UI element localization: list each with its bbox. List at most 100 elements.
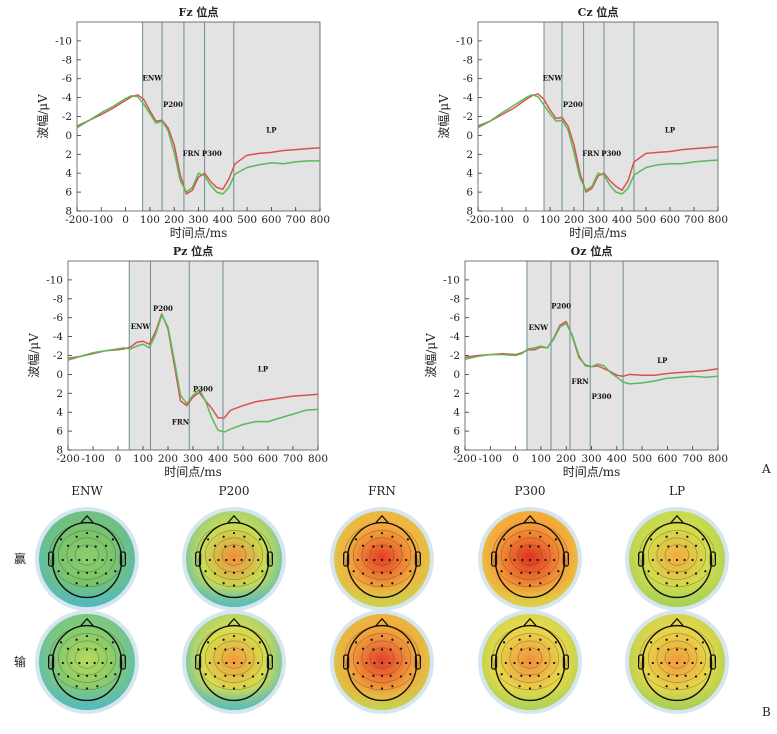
electrode-dot bbox=[85, 545, 89, 548]
electrode-dot bbox=[372, 545, 375, 548]
electrode-dot bbox=[85, 634, 89, 638]
electrode-dot bbox=[686, 638, 689, 641]
y-tick-label: -4 bbox=[62, 92, 73, 104]
x-tick-label: 500 bbox=[237, 214, 257, 226]
electrode-dot bbox=[544, 558, 547, 562]
electrode-dot bbox=[547, 675, 551, 678]
nose-outline bbox=[523, 514, 537, 523]
electrode-dot bbox=[85, 687, 89, 690]
topo-column-label: P200 bbox=[219, 484, 250, 498]
x-tick-label: 600 bbox=[660, 214, 680, 226]
electrode-dot bbox=[694, 544, 698, 547]
electrode-dot bbox=[85, 531, 89, 535]
electrode-dot bbox=[684, 545, 687, 548]
electrode-dot bbox=[224, 648, 227, 651]
electrode-dot bbox=[101, 661, 104, 665]
electrode-dot bbox=[241, 674, 244, 677]
y-tick-label: -10 bbox=[46, 274, 63, 286]
series-line-1 bbox=[76, 94, 320, 195]
electrode-dot bbox=[373, 661, 376, 665]
electrode-dot bbox=[232, 531, 236, 535]
electrode-dot bbox=[694, 647, 698, 650]
head-outline bbox=[51, 521, 123, 599]
x-axis-label: 时间点/ms bbox=[164, 465, 222, 479]
component-label: ENW bbox=[143, 74, 163, 83]
y-tick-label: -4 bbox=[463, 92, 474, 104]
electrode-dot bbox=[557, 673, 560, 676]
electrode-dot bbox=[518, 685, 521, 688]
electrode-dot bbox=[389, 648, 392, 651]
electrode-dot bbox=[391, 638, 394, 641]
y-axis-label: 波幅/μV bbox=[26, 333, 41, 378]
electrode-dot bbox=[222, 638, 225, 641]
electrode-dot bbox=[665, 638, 668, 641]
component-label: FRN bbox=[572, 377, 590, 386]
y-tick-label: 6 bbox=[453, 426, 460, 438]
electrode-dot bbox=[502, 641, 506, 644]
electrode-dot bbox=[380, 687, 384, 690]
topo-map bbox=[330, 507, 434, 611]
x-tick-label: 0 bbox=[115, 453, 122, 465]
erp-chart-3: -10 -8 -6 -4 -2 0 2 4 6 8-200 -100 0 100 200 300 400 500… bbox=[423, 244, 728, 479]
x-tick-label: 400 bbox=[612, 214, 632, 226]
electrode-dot bbox=[232, 648, 236, 651]
electrode-dot bbox=[389, 674, 392, 677]
electrode-dot bbox=[232, 674, 236, 677]
x-tick-label: 100 bbox=[140, 214, 160, 226]
y-tick-label: -8 bbox=[62, 54, 72, 66]
electrode-dot bbox=[352, 570, 355, 573]
y-tick-label: 4 bbox=[65, 168, 72, 180]
electrode-dot bbox=[77, 648, 80, 651]
electrode-dot bbox=[668, 661, 671, 665]
electrode-dot bbox=[554, 641, 558, 644]
electrode-dot bbox=[208, 661, 211, 665]
electrode-dot bbox=[513, 661, 516, 665]
x-axis-label: 时间点/ms bbox=[563, 465, 621, 479]
x-tick-label: -100 bbox=[90, 214, 114, 226]
electrode-dot bbox=[380, 545, 384, 548]
component-label: LP bbox=[657, 356, 668, 365]
x-tick-label: 800 bbox=[308, 453, 328, 465]
electrode-dot bbox=[539, 638, 542, 641]
electrode-dot bbox=[354, 641, 358, 644]
electrode-dot bbox=[243, 638, 246, 641]
contour-line bbox=[647, 530, 707, 580]
electrode-dot bbox=[240, 661, 243, 665]
x-tick-label: -100 bbox=[479, 453, 503, 465]
electrode-dot bbox=[547, 572, 551, 575]
electrode-dot bbox=[361, 675, 365, 678]
electrode-dot bbox=[372, 571, 375, 574]
left-ear bbox=[195, 551, 202, 567]
electrode-dot bbox=[521, 661, 524, 665]
electrode-dot bbox=[365, 661, 368, 665]
electrode-dot bbox=[373, 558, 376, 562]
electrode-dot bbox=[691, 558, 694, 562]
electrode-dot bbox=[217, 558, 220, 562]
electrode-dot bbox=[240, 558, 243, 562]
electrode-dot bbox=[409, 673, 412, 676]
electrode-dot bbox=[396, 558, 399, 562]
electrode-dot bbox=[261, 673, 264, 676]
electrode-dot bbox=[518, 582, 521, 585]
component-label: P200 bbox=[153, 304, 173, 313]
electrode-dot bbox=[528, 571, 532, 574]
electrode-dot bbox=[243, 535, 246, 538]
y-tick-label: -2 bbox=[450, 350, 460, 362]
electrode-dot bbox=[380, 584, 384, 587]
contour-line bbox=[204, 633, 264, 683]
analysis-window bbox=[562, 22, 584, 211]
series-line-0 bbox=[76, 94, 321, 195]
electrode-dot bbox=[554, 538, 558, 541]
electrode-dot bbox=[251, 572, 255, 575]
y-tick-label: -4 bbox=[450, 331, 461, 343]
electrode-dot bbox=[656, 572, 660, 575]
electrode-dot bbox=[665, 685, 668, 688]
analysis-window bbox=[150, 261, 190, 450]
x-tick-label: -200 bbox=[466, 214, 490, 226]
y-tick-label: 4 bbox=[56, 407, 63, 419]
y-tick-label: -6 bbox=[450, 312, 461, 324]
topo-row-label: 输 bbox=[14, 654, 26, 669]
component-label: P300 bbox=[202, 149, 222, 158]
topo-map bbox=[35, 507, 139, 611]
